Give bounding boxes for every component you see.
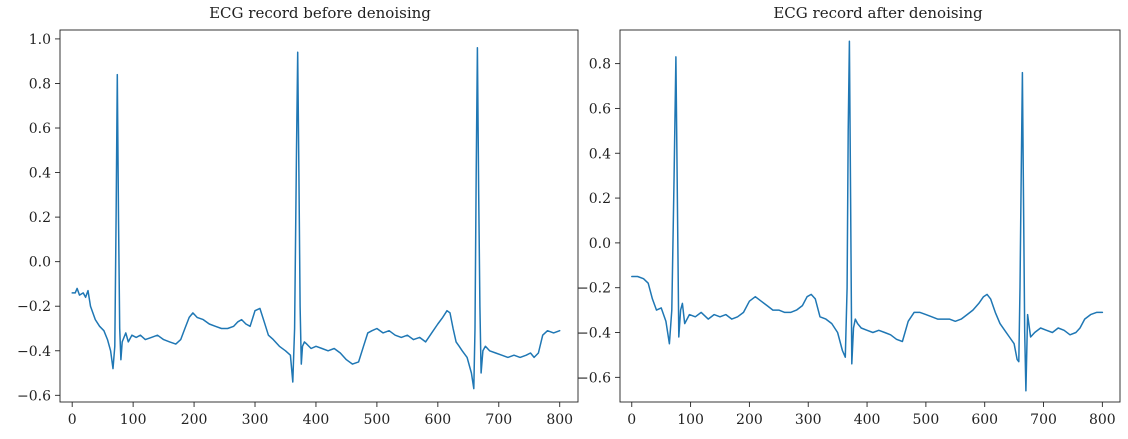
y-tick-label: 0.6 <box>589 101 611 117</box>
y-tick-label: −0.2 <box>577 281 611 297</box>
ecg-series-line <box>71 47 561 390</box>
x-tick-label: 400 <box>854 412 881 428</box>
y-tick-label: −0.6 <box>17 388 51 404</box>
chart-title: ECG record after denoising <box>773 4 983 22</box>
x-tick-label: 200 <box>181 412 208 428</box>
x-axis: 0 100 200 300 400 500 600 700 800 <box>627 402 1116 428</box>
y-tick-label: 0.6 <box>29 121 51 137</box>
y-tick-label: −0.2 <box>17 299 51 315</box>
x-tick-label: 500 <box>913 412 940 428</box>
y-tick-label: 0.8 <box>29 76 51 92</box>
x-tick-label: 200 <box>736 412 763 428</box>
y-tick-label: 0.4 <box>29 166 51 182</box>
y-axis: −0.6 −0.4 −0.2 0.0 0.2 0.4 0.6 0.8 1.0 <box>17 32 60 404</box>
y-tick-label: −0.4 <box>577 326 611 342</box>
x-tick-label: 800 <box>546 412 573 428</box>
x-tick-label: 100 <box>677 412 704 428</box>
x-tick-label: 400 <box>303 412 330 428</box>
plot-frame <box>619 29 1121 403</box>
x-axis: 0 100 200 300 400 500 600 700 800 <box>68 402 573 428</box>
x-tick-label: 600 <box>971 412 998 428</box>
y-tick-label: 0.8 <box>589 57 611 73</box>
y-tick-label: 0.2 <box>589 191 611 207</box>
y-tick-label: 1.0 <box>29 32 51 48</box>
x-tick-label: 0 <box>68 412 77 428</box>
x-tick-label: 100 <box>120 412 147 428</box>
y-tick-label: −0.6 <box>577 370 611 386</box>
y-tick-label: 0.4 <box>589 146 611 162</box>
x-tick-label: 500 <box>364 412 391 428</box>
x-tick-label: 700 <box>485 412 512 428</box>
chart-before-denoising: ECG record before denoising 0 100 200 300 40… <box>17 4 579 428</box>
x-tick-label: 800 <box>1089 412 1116 428</box>
y-tick-label: 0.2 <box>29 210 51 226</box>
chart-title: ECG record before denoising <box>209 4 431 22</box>
x-tick-label: 0 <box>627 412 636 428</box>
plot-frame <box>59 29 579 403</box>
x-tick-label: 300 <box>242 412 269 428</box>
y-tick-label: −0.4 <box>17 344 51 360</box>
y-tick-label: 0.0 <box>589 236 611 252</box>
x-tick-label: 300 <box>795 412 822 428</box>
y-axis: −0.6 −0.4 −0.2 0.0 0.2 0.4 0.6 0.8 <box>577 57 620 386</box>
x-tick-label: 700 <box>1030 412 1057 428</box>
x-tick-label: 600 <box>424 412 451 428</box>
y-tick-label: 0.0 <box>29 255 51 271</box>
ecg-series-line <box>631 40 1104 392</box>
chart-after-denoising: ECG record after denoising 0 100 200 300 400… <box>577 4 1121 428</box>
